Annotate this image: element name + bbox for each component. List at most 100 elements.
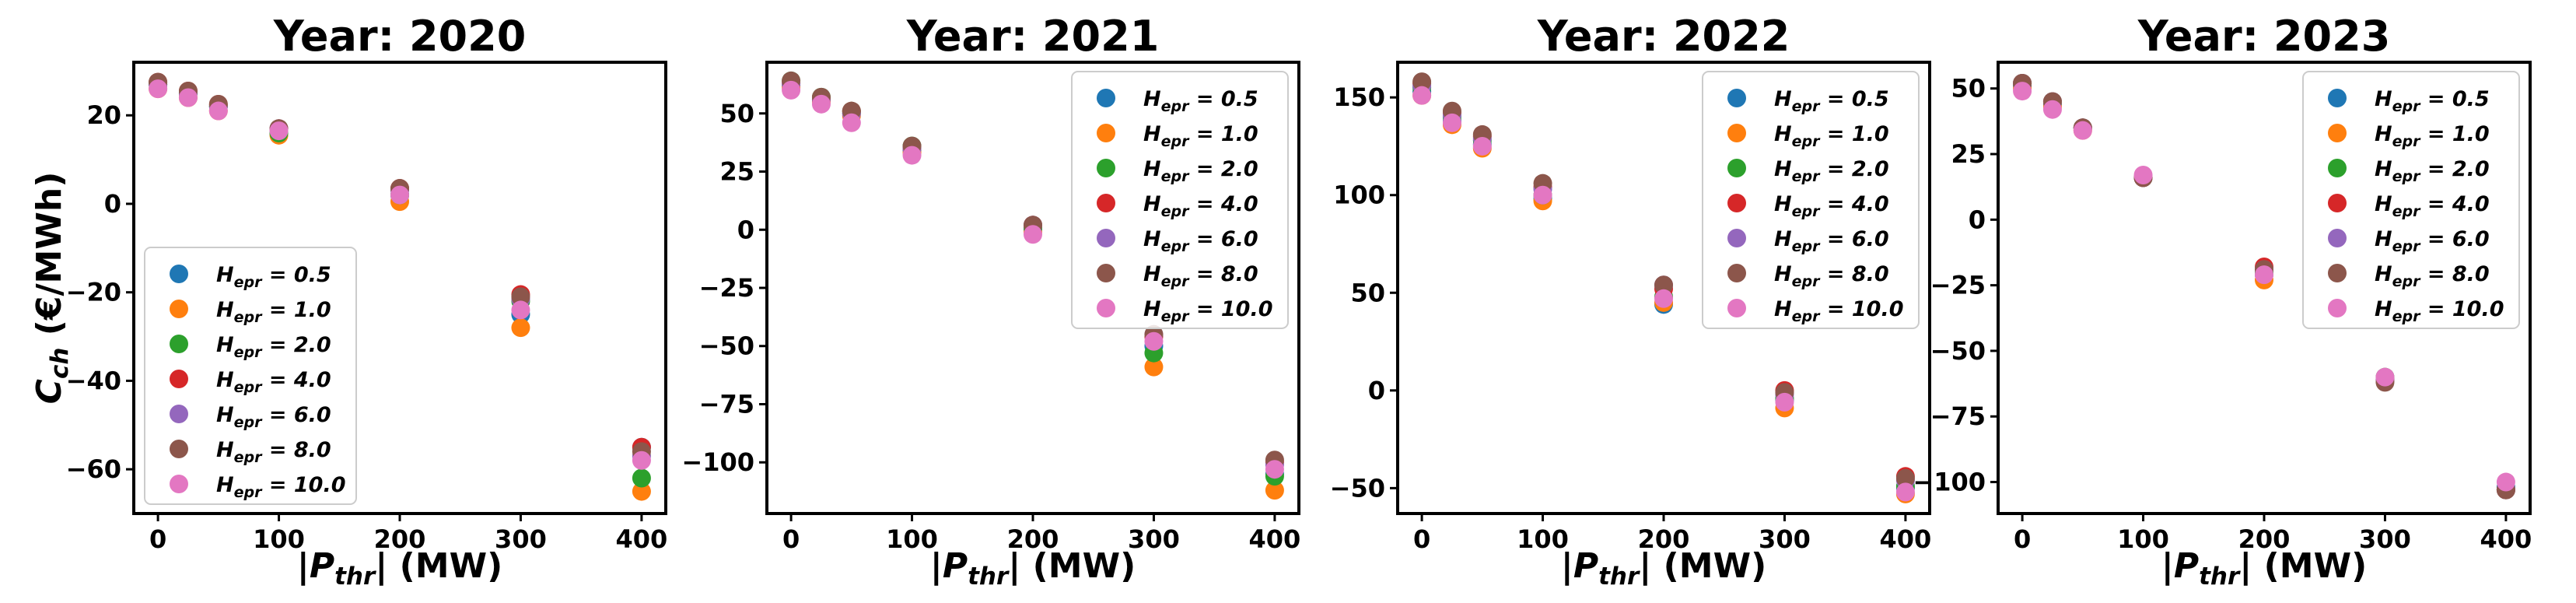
legend-label: Hepr = 4.0: [1774, 192, 1889, 220]
data-point-H-epr-10.0-x25: [811, 94, 831, 114]
data-point-H-epr-10.0-x400: [632, 450, 651, 470]
legend-marker: [2328, 264, 2347, 282]
x-tick-label: 200: [1638, 524, 1690, 554]
data-point-H-epr-10.0-x200: [1654, 289, 1673, 308]
chart-title: Year: 2020: [273, 12, 527, 61]
data-points: [2013, 73, 2515, 500]
data-point-H-epr-10.0-x0: [782, 80, 801, 100]
y-tick-label: 0: [1368, 376, 1385, 405]
x-tick-label: 200: [1007, 524, 1059, 554]
x-tick-label: 100: [1517, 524, 1569, 554]
data-point-H-epr-10.0-x25: [1442, 113, 1461, 132]
x-tick-label: 0: [782, 524, 800, 554]
legend-marker: [2328, 229, 2347, 247]
legend-label: Hepr = 6.0: [216, 403, 331, 431]
data-point-H-epr-1.0-x400: [1265, 481, 1284, 500]
y-axis-label: Cch (€/MWh): [30, 172, 74, 405]
legend-label: Hepr = 2.0: [1774, 157, 1889, 185]
legend-label: Hepr = 2.0: [216, 333, 331, 361]
data-point-H-epr-8.0-x0: [1412, 72, 1432, 92]
y-tick-label: −100: [1913, 468, 1986, 497]
legend-box: [1702, 71, 1920, 329]
data-point-H-epr-8.0-x200: [1654, 275, 1673, 295]
y-tick-label: 0: [737, 215, 754, 244]
legend-label: Hepr = 8.0: [216, 438, 331, 466]
y-tick-label: 0: [1969, 205, 1986, 234]
data-point-H-epr-10.0-x25: [2042, 100, 2062, 119]
chart-panel-4: Year: 2023 0 100 200 300 400 50 25 0 −25 −50 −75 −10…: [1913, 12, 2532, 591]
legend-label: Hepr = 1.0: [216, 298, 331, 326]
y-tick-label: −50: [1930, 336, 1986, 366]
data-point-H-epr-8.0-x400: [1895, 468, 1915, 488]
x-tick-label: 300: [2359, 524, 2411, 554]
legend-label: Hepr = 2.0: [2375, 157, 2490, 185]
legend-label: Hepr = 0.5: [216, 263, 331, 291]
y-tick-label: 50: [1951, 74, 1986, 103]
legend-label: Hepr = 10.0: [1143, 297, 1273, 325]
data-point-H-epr-8.0-x300: [511, 287, 530, 307]
legend-marker: [1727, 299, 1746, 317]
y-tick-label: 25: [1951, 139, 1986, 169]
data-point-H-epr-10.0-x300: [2375, 367, 2395, 387]
data-point-H-epr-10.0-x50: [842, 113, 861, 132]
data-point-H-epr-10.0-x50: [208, 101, 228, 121]
legend-label: Hepr = 1.0: [1774, 122, 1889, 150]
data-point-H-epr-10.0-x100: [1533, 185, 1552, 205]
legend-box: [2302, 71, 2520, 329]
data-point-H-epr-10.0-x300: [1775, 392, 1794, 412]
chart-panel-3: Year: 2022 0 100 200 300 400 150 100 50 0 −50 |Pthr…: [1330, 12, 1932, 591]
data-point-H-epr-10.0-x50: [1472, 136, 1492, 156]
y-tick-label: −25: [1930, 271, 1986, 300]
x-tick-label: 100: [2117, 524, 2169, 554]
legend-label: Hepr = 0.5: [1774, 87, 1889, 115]
legend-marker: [170, 405, 188, 423]
legend-marker: [170, 335, 188, 353]
legend-marker: [1727, 124, 1746, 142]
legend-marker: [1727, 89, 1746, 107]
y-tick-label: 20: [86, 100, 121, 130]
legend-marker: [1097, 299, 1115, 317]
x-tick-label: 100: [253, 524, 305, 554]
legend-label: Hepr = 0.5: [2375, 87, 2490, 115]
legend-label: Hepr = 2.0: [1143, 157, 1258, 185]
data-point-H-epr-10.0-x100: [2133, 166, 2153, 184]
x-tick-label: 0: [1413, 524, 1430, 554]
y-tick-label: −100: [681, 447, 754, 477]
x-tick-label: 300: [1759, 524, 1811, 554]
data-point-H-epr-10.0-x0: [1412, 86, 1432, 105]
data-point-H-epr-1.0-x300: [1144, 357, 1164, 377]
y-tick-label: −50: [699, 331, 754, 361]
x-tick-label: 400: [2480, 524, 2532, 554]
x-tick-label: 400: [616, 524, 668, 554]
data-point-H-epr-10.0-x300: [511, 300, 530, 320]
chart-title: Year: 2022: [1537, 12, 1790, 61]
legend-label: Hepr = 1.0: [2375, 122, 2490, 150]
data-point-H-epr-1.0-x300: [511, 318, 530, 338]
legend-box: [1071, 71, 1289, 329]
legend-marker: [1097, 124, 1115, 142]
legend-label: Hepr = 1.0: [1143, 122, 1258, 150]
legend-label: Hepr = 0.5: [1143, 87, 1258, 115]
legend-marker: [1727, 264, 1746, 282]
data-point-H-epr-10.0-x100: [902, 145, 922, 165]
legend-label: Hepr = 4.0: [216, 368, 331, 396]
y-tick-label: −20: [66, 278, 121, 307]
legend-marker: [1097, 229, 1115, 247]
y-tick-label: 100: [1333, 181, 1385, 210]
legend-marker: [170, 440, 188, 458]
chart-title: Year: 2023: [2137, 12, 2391, 61]
legend-label: Hepr = 4.0: [2375, 192, 2490, 220]
data-points: [149, 72, 651, 501]
x-tick-label: 100: [886, 524, 938, 554]
y-tick-label: 50: [1350, 278, 1385, 307]
legend-box: [144, 247, 357, 505]
legend-label: Hepr = 4.0: [1143, 192, 1258, 220]
legend-label: Hepr = 6.0: [1143, 227, 1258, 255]
chart-title: Year: 2021: [906, 12, 1160, 61]
legend-marker: [1097, 89, 1115, 107]
x-tick-label: 200: [374, 524, 426, 554]
legend-label: Hepr = 8.0: [1143, 262, 1258, 290]
data-point-H-epr-10.0-x0: [149, 79, 168, 99]
y-tick-label: −40: [66, 366, 121, 395]
